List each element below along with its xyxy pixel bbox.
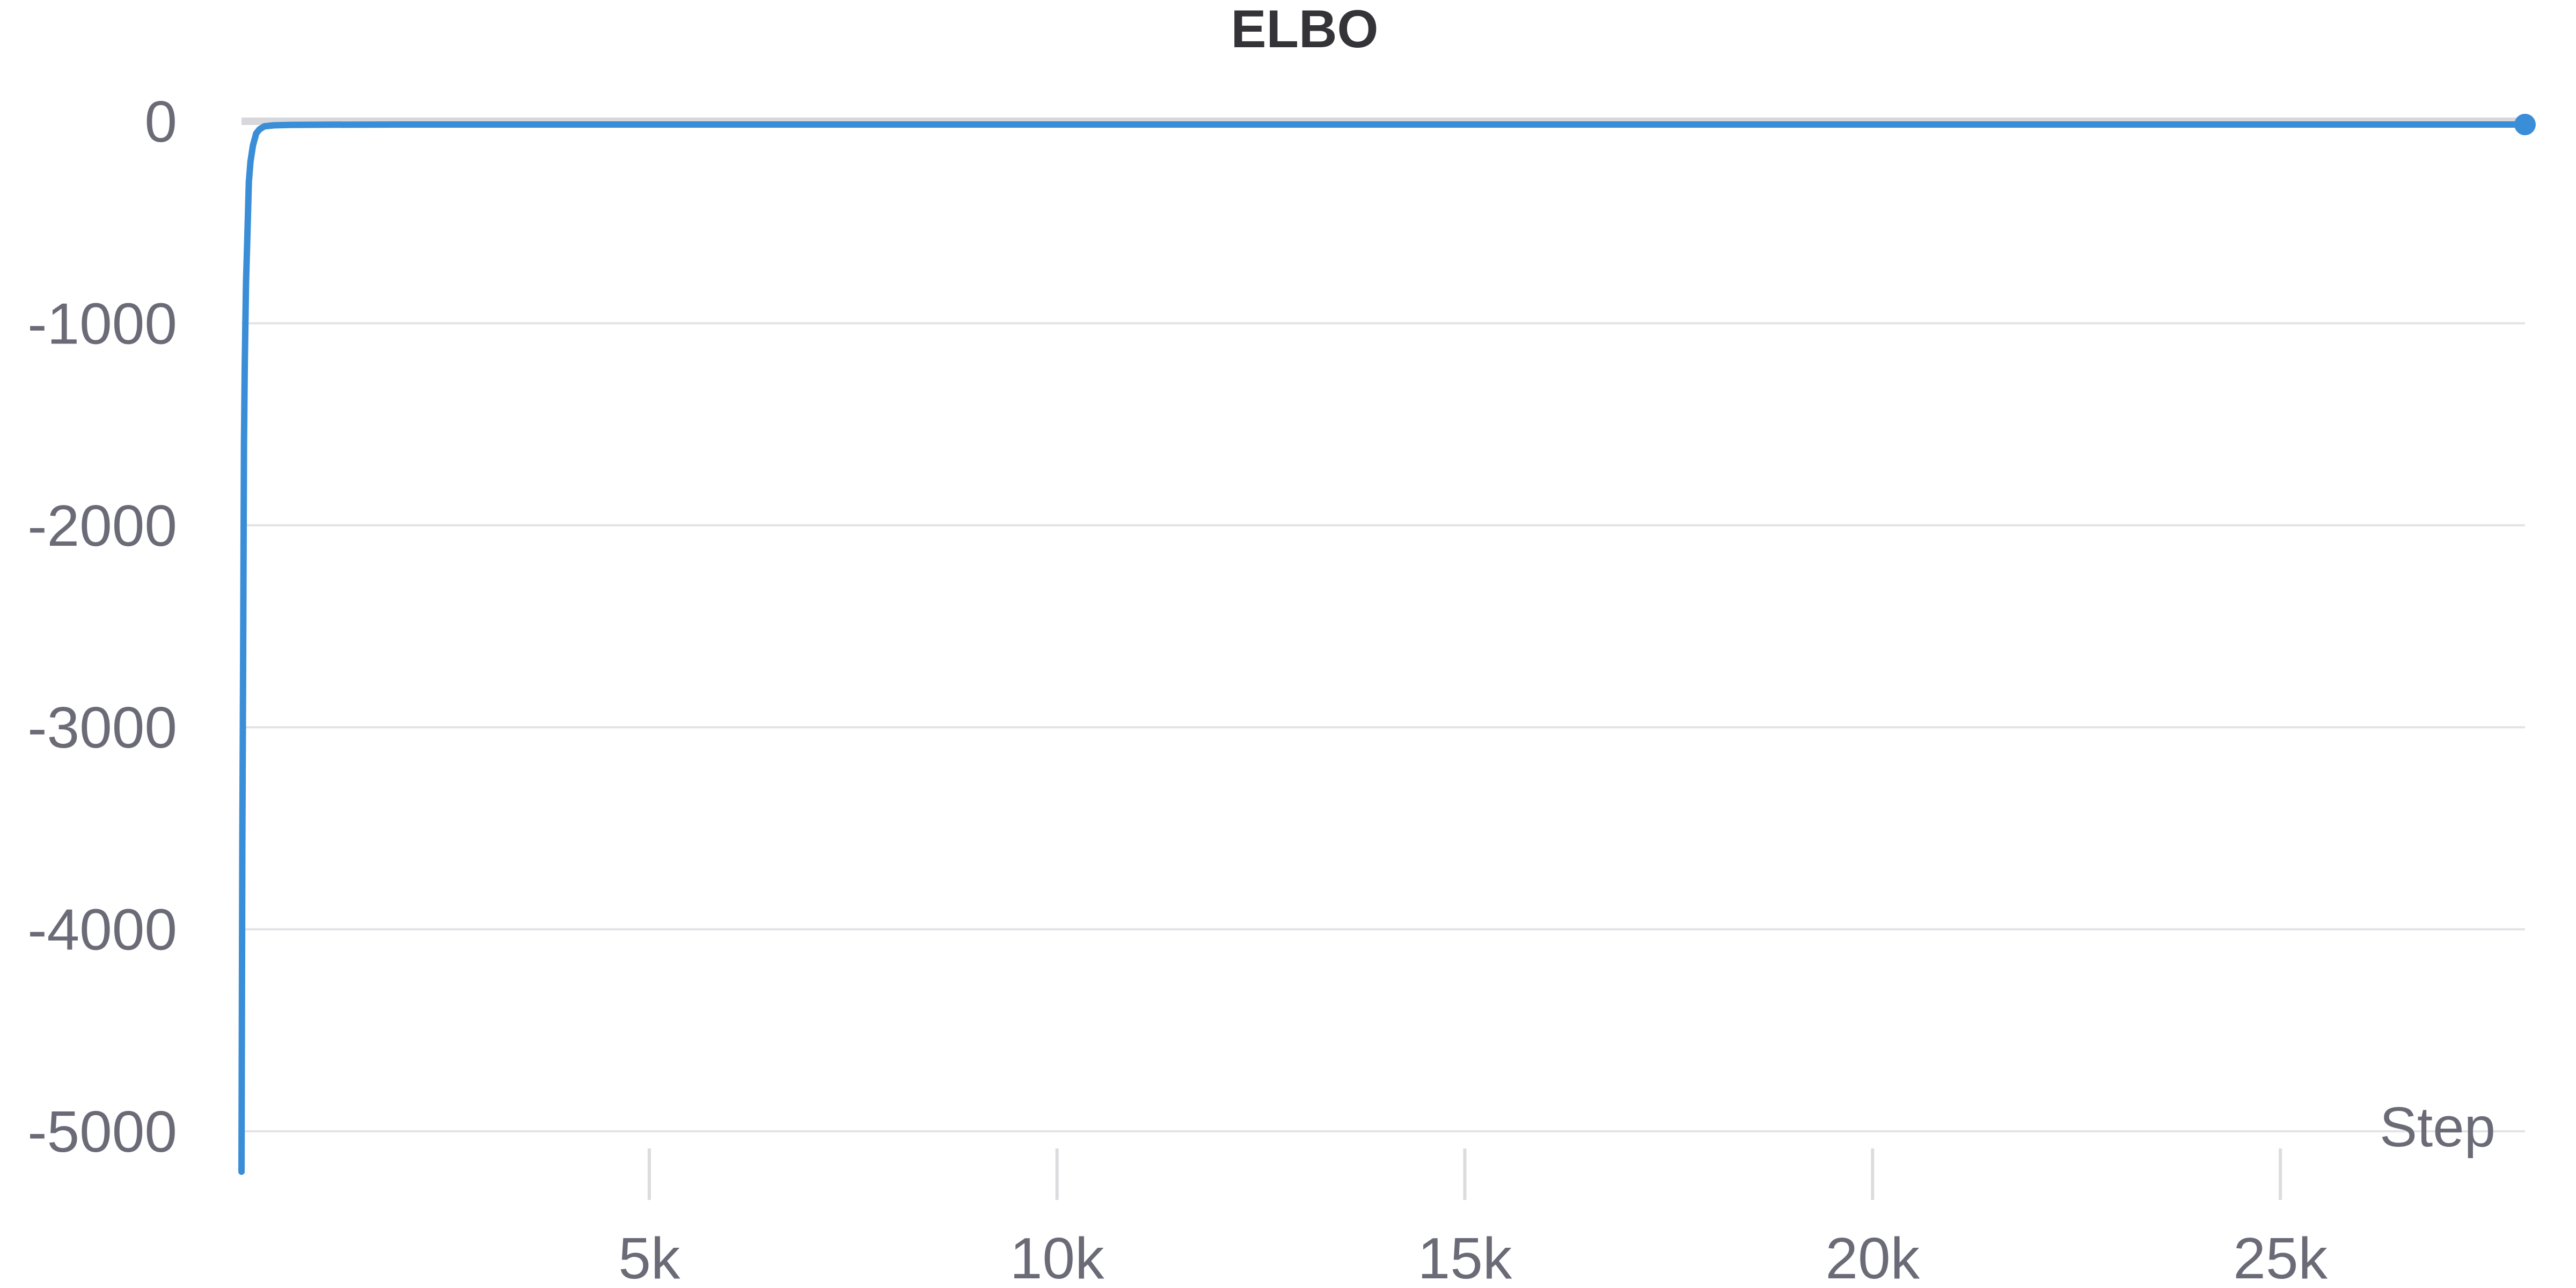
x-tick-label: 10k [1010,1226,1104,1288]
x-tick-label: 25k [2233,1226,2328,1288]
series-group [238,114,2536,1175]
y-tick-label: -5000 [27,1099,177,1165]
y-tick-label: -4000 [27,897,177,963]
grid-lines [241,118,2525,1132]
x-tick-label: 5k [618,1226,680,1288]
x-axis-tick-labels: 5k 10k 15k 20k 25k [618,1226,2328,1288]
y-tick-label: -1000 [27,291,177,356]
x-axis-label: Step [2380,1096,2496,1159]
y-tick-label: -2000 [27,493,177,559]
chart-title: ELBO [1231,0,1378,58]
series-line [238,121,2528,1175]
y-tick-label: 0 [144,89,177,155]
series-endpoint-marker [2514,114,2536,136]
x-tick-label: 15k [1418,1226,1512,1288]
x-tick-label: 20k [1825,1226,1920,1288]
x-axis-ticks [647,1148,2282,1200]
y-axis-tick-labels: 0 -1000 -2000 -3000 -4000 -5000 [27,89,177,1165]
y-tick-label: -3000 [27,695,177,760]
